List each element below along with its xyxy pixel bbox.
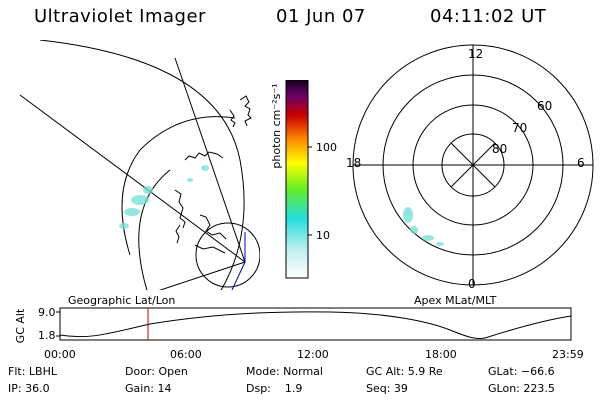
colorbar-tick-100: 100 xyxy=(316,141,337,154)
time-tick-1800: 18:00 xyxy=(425,348,457,361)
gc-alt-info: GC Alt: 5.9 Re xyxy=(366,365,443,378)
altitude-chart xyxy=(56,307,572,341)
clock-0-label: 0 xyxy=(468,277,476,291)
door-info: Door: Open xyxy=(125,365,188,378)
dsp-info: Dsp: 1.9 xyxy=(246,382,303,395)
colorbar xyxy=(285,80,312,279)
flt-info: Flt: LBHL xyxy=(8,365,57,378)
time-tick-0000: 00:00 xyxy=(44,348,76,361)
lat-80-label: 80 xyxy=(492,142,508,156)
mode-info: Mode: Normal xyxy=(246,365,323,378)
glon-info: GLon: 223.5 xyxy=(488,382,555,395)
time-tick-2359: 23:59 xyxy=(552,348,584,361)
ip-info: IP: 36.0 xyxy=(8,382,50,395)
apex-polar-plot xyxy=(352,44,594,286)
time-label: 04:11:02 UT xyxy=(430,6,547,27)
lat-70-label: 70 xyxy=(512,121,528,135)
alt-ymax: 9.0 xyxy=(38,306,56,319)
time-tick-0600: 06:00 xyxy=(170,348,202,361)
seq-info: Seq: 39 xyxy=(366,382,408,395)
instrument-title: Ultraviolet Imager xyxy=(34,6,206,27)
geographic-label: Geographic Lat/Lon xyxy=(68,294,176,307)
gain-info: Gain: 14 xyxy=(125,382,172,395)
glat-info: GLat: −66.6 xyxy=(488,365,555,378)
colorbar-label: photon cm⁻²s⁻¹ xyxy=(270,83,283,169)
clock-6-label: 6 xyxy=(577,156,585,170)
alt-ymin: 1.8 xyxy=(38,329,56,342)
date-label: 01 Jun 07 xyxy=(276,6,366,27)
clock-18-label: 18 xyxy=(346,156,362,170)
alt-ylabel: GC Alt xyxy=(14,308,27,344)
time-tick-1200: 12:00 xyxy=(297,348,329,361)
lat-60-label: 60 xyxy=(537,99,553,113)
colorbar-tick-10: 10 xyxy=(316,229,330,242)
apex-label: Apex MLat/MLT xyxy=(414,294,497,307)
clock-12-label: 12 xyxy=(468,47,484,61)
geographic-map xyxy=(19,40,260,290)
